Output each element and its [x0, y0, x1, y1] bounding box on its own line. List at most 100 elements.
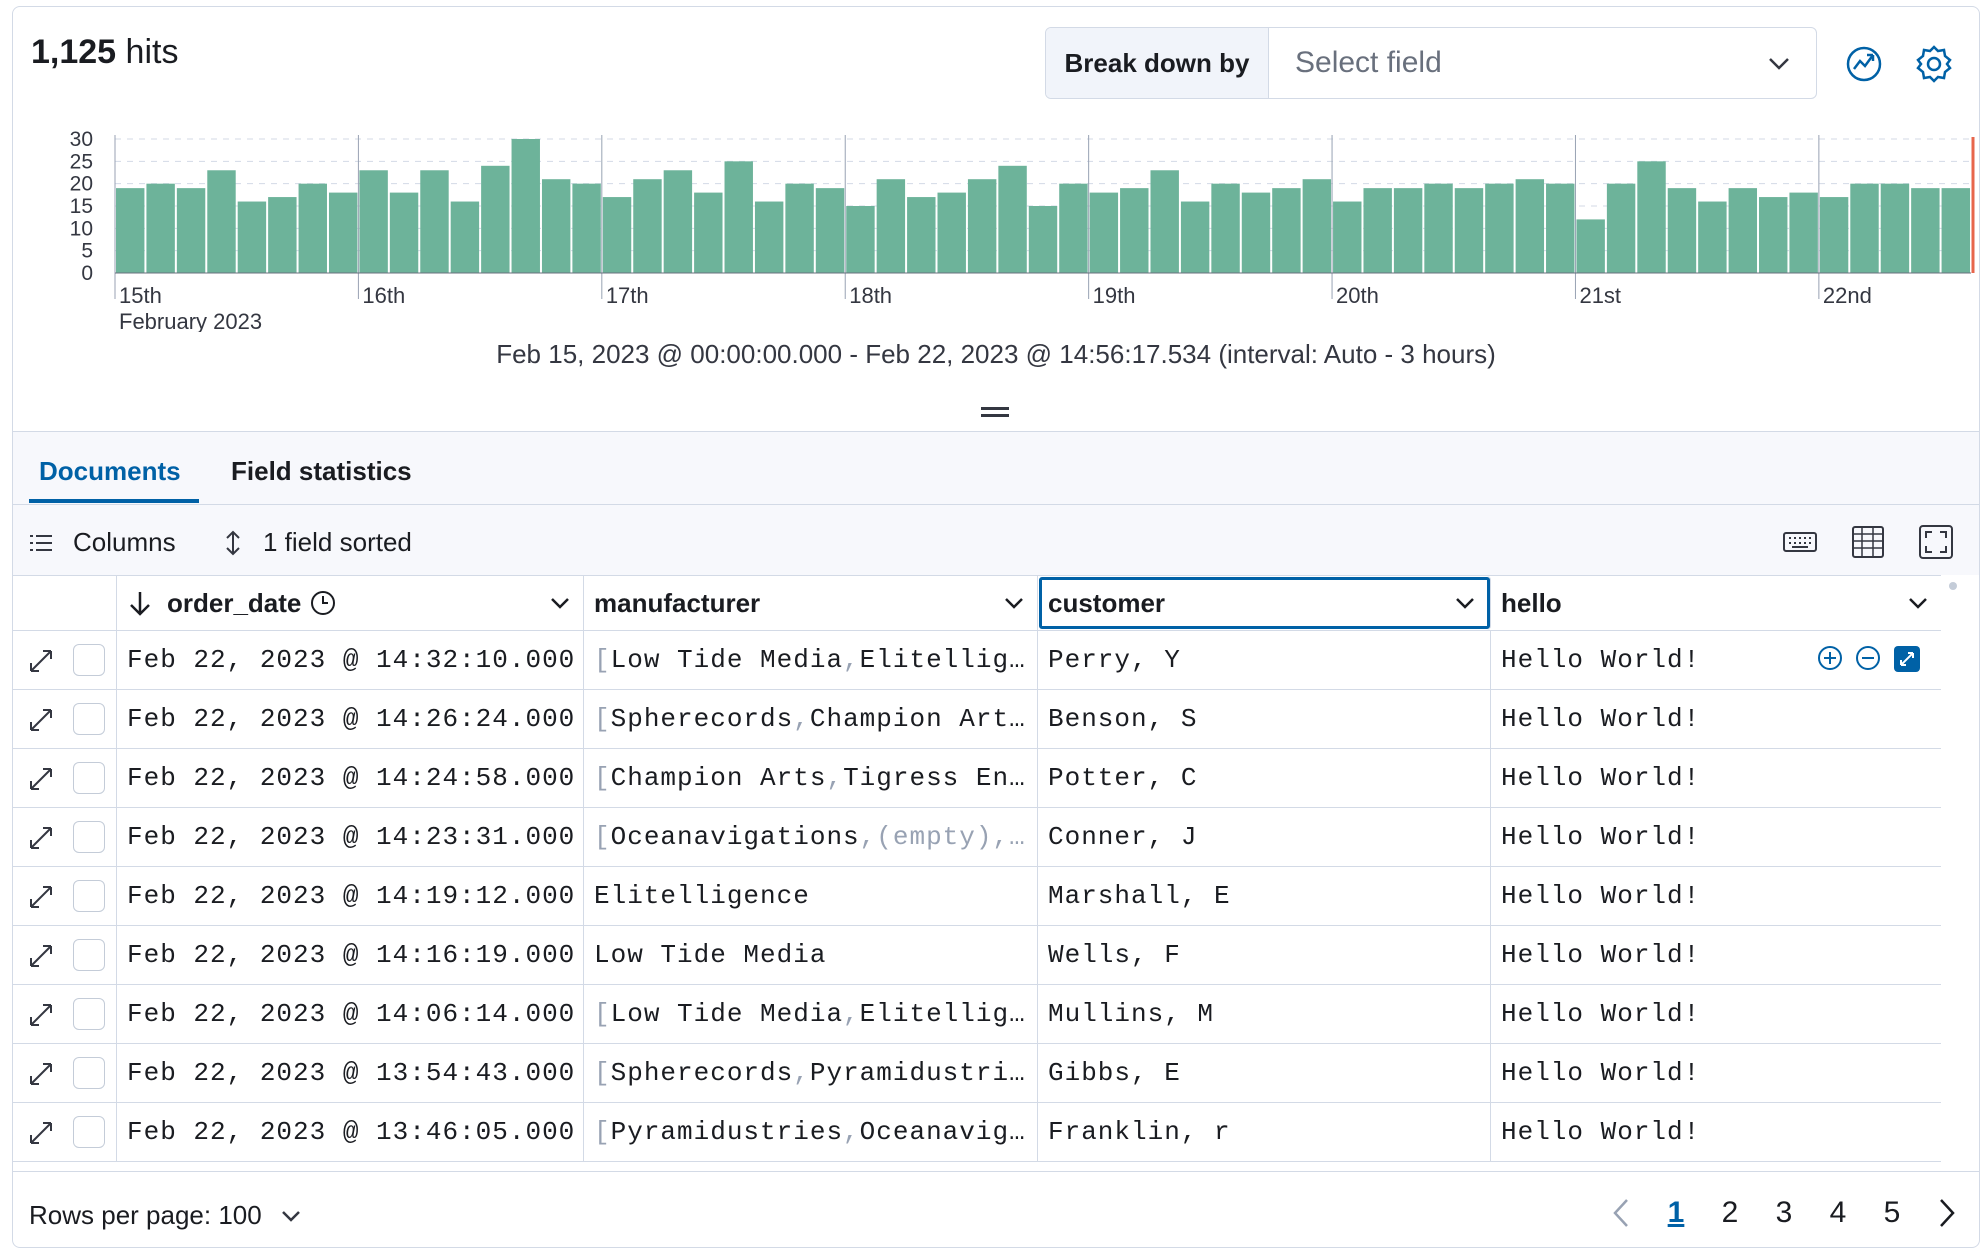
histogram-bar[interactable]: [754, 201, 784, 273]
histogram-bar[interactable]: [1759, 197, 1788, 273]
histogram-bar[interactable]: [146, 183, 175, 273]
row-select-checkbox[interactable]: [73, 703, 105, 735]
cell-order-date[interactable]: Feb 22, 2023 @ 13:54:43.000: [117, 1044, 584, 1102]
histogram-bar[interactable]: [1059, 183, 1088, 273]
cell-manufacturer[interactable]: [Champion Arts, Tigress En…: [584, 749, 1038, 807]
panel-resize-handle[interactable]: [981, 407, 1009, 419]
table-row[interactable]: Feb 22, 2023 @ 14:19:12.000 Elitelligence…: [13, 867, 1941, 926]
expand-row-icon[interactable]: [27, 883, 55, 911]
histogram-bar[interactable]: [937, 192, 966, 273]
row-select-checkbox[interactable]: [73, 939, 105, 971]
histogram-bar[interactable]: [298, 183, 327, 273]
keyboard-shortcuts-icon[interactable]: [1781, 523, 1819, 561]
table-row[interactable]: Feb 22, 2023 @ 13:46:05.000 [Pyramidustri…: [13, 1103, 1941, 1162]
histogram-bar[interactable]: [1424, 183, 1453, 273]
histogram-bar[interactable]: [1637, 161, 1666, 273]
histogram-bar[interactable]: [1272, 188, 1301, 273]
histogram-bar[interactable]: [1819, 197, 1849, 273]
row-select-checkbox[interactable]: [73, 880, 105, 912]
page-2-link[interactable]: 2: [1721, 1196, 1739, 1229]
histogram-bar[interactable]: [846, 206, 875, 273]
expand-row-icon[interactable]: [27, 1119, 55, 1147]
histogram-bar[interactable]: [511, 139, 540, 273]
break-down-field-select[interactable]: Select field: [1269, 28, 1816, 98]
columns-button[interactable]: Columns: [29, 527, 176, 558]
histogram-bar[interactable]: [815, 188, 845, 273]
histogram-bar[interactable]: [420, 170, 449, 273]
histogram-bar[interactable]: [328, 192, 358, 273]
histogram-bar[interactable]: [1698, 201, 1727, 273]
cell-customer[interactable]: Conner, J: [1038, 808, 1491, 866]
cell-order-date[interactable]: Feb 22, 2023 @ 14:32:10.000: [117, 631, 584, 689]
rows-per-page-button[interactable]: Rows per page: 100: [29, 1200, 304, 1231]
histogram-bar[interactable]: [1089, 192, 1119, 273]
cell-order-date[interactable]: Feb 22, 2023 @ 14:06:14.000: [117, 985, 584, 1043]
expand-row-icon[interactable]: [27, 765, 55, 793]
cell-order-date[interactable]: Feb 22, 2023 @ 13:46:05.000: [117, 1103, 584, 1161]
previous-page-icon[interactable]: [1607, 1196, 1637, 1230]
cell-manufacturer[interactable]: [Low Tide Media, Elitellig…: [584, 985, 1038, 1043]
histogram-bar[interactable]: [1028, 206, 1058, 273]
row-select-checkbox[interactable]: [73, 821, 105, 853]
cell-order-date[interactable]: Feb 22, 2023 @ 14:26:24.000: [117, 690, 584, 748]
chevron-down-icon[interactable]: [547, 590, 573, 616]
cell-customer[interactable]: Gibbs, E: [1038, 1044, 1491, 1102]
column-header-order-date[interactable]: order_date: [117, 576, 584, 630]
expand-row-icon[interactable]: [27, 1001, 55, 1029]
row-select-checkbox[interactable]: [73, 762, 105, 794]
row-select-checkbox[interactable]: [73, 1057, 105, 1089]
tab-field-statistics[interactable]: Field statistics: [231, 456, 412, 486]
cell-hello[interactable]: Hello World!: [1491, 808, 1941, 866]
page-3-link[interactable]: 3: [1775, 1196, 1793, 1229]
histogram-bar[interactable]: [907, 197, 936, 273]
table-row[interactable]: Feb 22, 2023 @ 13:54:43.000 [Spherecords,…: [13, 1044, 1941, 1103]
chart-options-icon[interactable]: [1843, 43, 1885, 85]
histogram-bar[interactable]: [1515, 179, 1545, 273]
expand-row-icon[interactable]: [27, 824, 55, 852]
cell-hello[interactable]: Hello World!: [1491, 985, 1941, 1043]
histogram-bar[interactable]: [572, 183, 601, 273]
filter-out-value-icon[interactable]: [1855, 645, 1881, 671]
arrow-down-icon[interactable]: [127, 589, 153, 617]
column-header-manufacturer[interactable]: manufacturer: [584, 576, 1038, 630]
table-row[interactable]: Feb 22, 2023 @ 14:32:10.000 [Low Tide Med…: [13, 631, 1941, 690]
cell-manufacturer[interactable]: [Oceanavigations, (empty),…: [584, 808, 1038, 866]
expand-row-icon[interactable]: [27, 706, 55, 734]
chevron-down-icon[interactable]: [1452, 590, 1478, 616]
histogram-bar[interactable]: [1211, 183, 1240, 273]
histogram-bar[interactable]: [967, 179, 997, 273]
vertical-scrollbar[interactable]: [1949, 582, 1957, 590]
page-5-link[interactable]: 5: [1883, 1196, 1901, 1229]
expand-cell-icon[interactable]: [1893, 645, 1921, 673]
histogram-bar[interactable]: [1180, 201, 1210, 273]
cell-hello[interactable]: Hello World!: [1491, 926, 1941, 984]
histogram-bar[interactable]: [633, 179, 662, 273]
cell-order-date[interactable]: Feb 22, 2023 @ 14:19:12.000: [117, 867, 584, 925]
next-page-icon[interactable]: [1931, 1196, 1961, 1230]
histogram-bar[interactable]: [1150, 170, 1179, 273]
table-row[interactable]: Feb 22, 2023 @ 14:16:19.000 Low Tide Medi…: [13, 926, 1941, 985]
cell-hello[interactable]: Hello World!: [1491, 867, 1941, 925]
histogram-bar[interactable]: [1606, 183, 1636, 273]
display-density-icon[interactable]: [1849, 523, 1887, 561]
column-header-customer[interactable]: customer: [1038, 576, 1491, 630]
expand-row-icon[interactable]: [27, 1060, 55, 1088]
cell-customer[interactable]: Marshall, E: [1038, 867, 1491, 925]
cell-customer[interactable]: Benson, S: [1038, 690, 1491, 748]
expand-row-icon[interactable]: [27, 647, 55, 675]
histogram-bar[interactable]: [268, 197, 297, 273]
histogram-bar[interactable]: [1850, 183, 1879, 273]
table-row[interactable]: Feb 22, 2023 @ 14:23:31.000 [Oceanavigati…: [13, 808, 1941, 867]
histogram-bar[interactable]: [1363, 188, 1392, 273]
histogram-bar[interactable]: [785, 183, 814, 273]
cell-manufacturer[interactable]: [Pyramidustries, Oceanavig…: [584, 1103, 1038, 1161]
cell-order-date[interactable]: Feb 22, 2023 @ 14:16:19.000: [117, 926, 584, 984]
histogram-bar[interactable]: [1120, 188, 1149, 273]
histogram-bar[interactable]: [1667, 188, 1697, 273]
histogram-bar[interactable]: [481, 165, 510, 273]
histogram-bar[interactable]: [1880, 183, 1910, 273]
chevron-down-icon[interactable]: [1905, 590, 1931, 616]
column-header-hello[interactable]: hello: [1491, 576, 1941, 630]
cell-hello[interactable]: Hello World!: [1491, 1044, 1941, 1102]
